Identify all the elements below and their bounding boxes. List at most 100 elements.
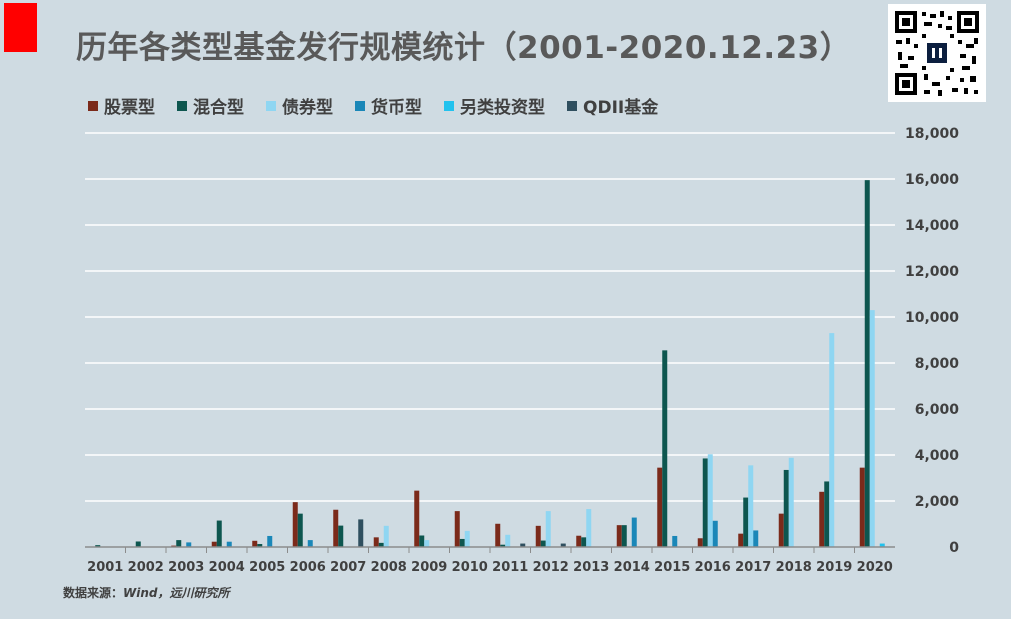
source-prefix: 数据来源：: [63, 586, 124, 600]
bar: [662, 350, 668, 547]
bar: [520, 543, 526, 547]
bar: [576, 535, 582, 547]
x-tick-label: 2005: [249, 560, 285, 575]
bar: [864, 180, 870, 547]
bar: [252, 540, 258, 547]
bar: [135, 541, 141, 547]
bar: [560, 543, 566, 547]
legend-label: 混合型: [193, 98, 244, 118]
bar: [414, 490, 420, 547]
bar: [292, 502, 298, 547]
bar: [621, 525, 627, 547]
x-tick-label: 2015: [654, 560, 690, 575]
bar: [712, 520, 718, 547]
bar: [545, 511, 551, 547]
bar: [500, 544, 506, 547]
bar: [495, 523, 501, 547]
bar: [424, 540, 430, 547]
bar: [631, 517, 637, 547]
legend-swatch: [355, 100, 365, 111]
x-tick-label: 2010: [452, 560, 488, 575]
x-tick-label: 2006: [290, 560, 326, 575]
bar: [297, 513, 303, 547]
x-tick-label: 2014: [614, 560, 650, 575]
bar: [702, 458, 708, 547]
bars: [95, 180, 885, 547]
grid-lines: [85, 132, 895, 502]
legend-label: 货币型: [371, 98, 422, 118]
legend-swatch: [88, 100, 98, 111]
y-tick-label: 16,000: [905, 172, 959, 188]
source-note: 数据来源：Wind，远川研究所: [63, 584, 230, 601]
x-tick-label: 2008: [371, 560, 407, 575]
y-axis-labels: 0 2,000 4,000 6,000 8,000 10,000 12,000 14,000 1…: [905, 126, 959, 556]
x-tick-label: 2002: [128, 560, 164, 575]
y-tick-label: 14,000: [905, 218, 959, 234]
bar: [464, 530, 470, 547]
bar: [267, 535, 273, 547]
legend-label: 另类投资型: [460, 98, 545, 118]
x-tick-label: 2020: [857, 560, 893, 575]
bar: [505, 534, 511, 547]
bar: [783, 469, 789, 547]
x-tick-label: 2007: [330, 560, 366, 575]
qr-code-icon: [888, 4, 986, 102]
bar: [383, 525, 389, 547]
legend-swatch: [177, 100, 187, 111]
legend-item: QDII基金: [567, 93, 658, 118]
chart-title: 历年各类型基金发行规模统计（2001-2020.12.23）: [76, 30, 852, 66]
bar: [540, 540, 546, 547]
bar: [586, 509, 592, 547]
bar: [859, 467, 865, 547]
legend-item: 混合型: [177, 93, 244, 118]
y-tick-label: 10,000: [905, 310, 959, 326]
x-tick-label: 2004: [209, 560, 245, 575]
x-tick-label: 2013: [573, 560, 609, 575]
qr-code: [888, 4, 986, 102]
y-tick-label: 6,000: [915, 402, 960, 418]
y-tick-label: 18,000: [905, 126, 959, 142]
x-tick-label: 2001: [87, 560, 123, 575]
legend-swatch: [266, 100, 276, 111]
bar: [748, 465, 754, 547]
x-axis-labels: 2001 2002 2003 2004 2005 2006 2007 2008 2009 2010…: [87, 547, 893, 575]
bar: [819, 491, 825, 547]
bar: [358, 519, 364, 547]
bar: [581, 537, 587, 547]
legend-label: 债券型: [282, 98, 333, 118]
bar: [869, 310, 875, 547]
legend-item: 另类投资型: [444, 93, 545, 118]
x-tick-label: 2018: [776, 560, 812, 575]
legend-item: 债券型: [266, 93, 333, 118]
legend-item: 货币型: [355, 93, 422, 118]
y-tick-label: 4,000: [915, 448, 960, 464]
legend-swatch: [567, 100, 577, 111]
bar: [778, 513, 784, 547]
bar: [419, 535, 425, 547]
x-tick-label: 2003: [168, 560, 204, 575]
legend-item: 股票型: [88, 93, 155, 118]
bar: [824, 481, 830, 547]
legend-label: 股票型: [104, 98, 155, 118]
legend-label: QDII基金: [583, 98, 659, 118]
y-tick-label: 2,000: [915, 494, 960, 510]
brand-red-block: [4, 3, 37, 52]
legend-swatch: [444, 100, 454, 111]
bar: [657, 467, 663, 547]
y-tick-label: 12,000: [905, 264, 959, 280]
x-tick-label: 2019: [816, 560, 852, 575]
bar: [186, 542, 192, 547]
bar: [829, 333, 835, 547]
bar: [333, 509, 339, 547]
bar: [535, 525, 541, 547]
x-tick-label: 2017: [735, 560, 771, 575]
x-tick-label: 2011: [492, 560, 528, 575]
bar: [697, 538, 703, 547]
bar: [672, 535, 678, 547]
bar: [307, 540, 313, 547]
bar: [211, 541, 217, 547]
bar: [373, 537, 379, 547]
bar: [753, 530, 759, 547]
bar: [95, 545, 101, 547]
